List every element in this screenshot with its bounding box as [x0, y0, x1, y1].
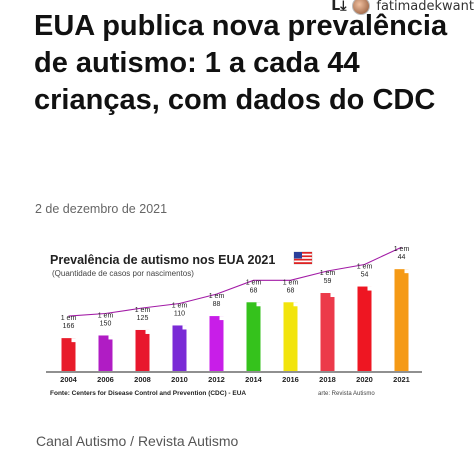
data-label-2014-value: 68 — [250, 287, 258, 294]
bar-2008 — [135, 329, 150, 371]
data-label-2014-prefix: 1 em — [246, 279, 262, 286]
data-label-2006-value: 150 — [100, 320, 112, 327]
bar-notch-2004 — [71, 338, 76, 343]
bar-notch-2018 — [330, 293, 335, 298]
trend-line — [68, 246, 402, 317]
data-label-2016-value: 68 — [287, 287, 295, 294]
bar-2010 — [172, 325, 187, 371]
data-label-2018-prefix: 1 em — [320, 270, 336, 277]
data-label-2008-value: 125 — [137, 315, 149, 322]
us-flag-icon — [293, 251, 313, 265]
data-label-2018-value: 59 — [324, 278, 332, 285]
article-date: 2 de dezembro de 2021 — [35, 202, 168, 216]
bar-notch-2014 — [256, 302, 261, 307]
repost-username[interactable]: fatimadekwant — [376, 0, 474, 14]
data-label-2010-value: 110 — [174, 310, 185, 317]
x-tick-2010: 2010 — [171, 375, 188, 384]
x-tick-2004: 2004 — [60, 375, 78, 384]
bar-2012 — [209, 316, 224, 371]
x-tick-labels-group: 2004 2006 2008 2010 2012 2014 2016 2018 2020 2021 — [60, 375, 410, 384]
bar-2018 — [320, 293, 335, 371]
data-label-2016-prefix: 1 em — [283, 279, 299, 286]
x-tick-2012: 2012 — [208, 375, 225, 384]
bar-2021 — [394, 269, 409, 371]
prevalence-chart: Prevalência de autismo nos EUA 2021 (Qua… — [46, 246, 422, 397]
x-tick-2018: 2018 — [319, 375, 336, 384]
data-label-2004-prefix: 1 em — [61, 315, 77, 322]
bar-notch-2020 — [367, 286, 372, 291]
data-label-2008-prefix: 1 em — [135, 307, 151, 314]
data-label-2020-prefix: 1 em — [357, 264, 373, 271]
chart-credit: arte: Revista Autismo — [318, 391, 375, 397]
data-label-2010-prefix: 1 em — [172, 302, 188, 309]
trend-line-group — [68, 246, 402, 317]
chart-subtitle: (Quantidade de casos por nascimentos) — [52, 269, 194, 278]
repost-header: L⤓ fatimadekwant — [331, 0, 474, 16]
data-label-2006-prefix: 1 em — [98, 312, 114, 319]
bar-2006 — [98, 335, 113, 371]
chart-card: Prevalência de autismo nos EUA 2021 (Qua… — [36, 236, 434, 404]
data-label-2021-value: 44 — [398, 254, 406, 261]
x-tick-2021: 2021 — [393, 375, 410, 384]
bar-notch-2010 — [182, 325, 187, 330]
x-tick-2006: 2006 — [97, 375, 114, 384]
bar-notch-2021 — [404, 269, 409, 274]
article-footer: Canal Autismo / Revista Autismo — [36, 433, 239, 449]
bar-2020 — [357, 286, 372, 371]
bar-notch-2006 — [108, 335, 113, 340]
x-tick-2020: 2020 — [356, 375, 373, 384]
bar-notch-2008 — [145, 329, 150, 334]
data-label-2012-prefix: 1 em — [209, 293, 225, 300]
data-label-2004-value: 166 — [63, 323, 75, 330]
chart-source: Fonte: Centers for Disease Control and P… — [50, 390, 246, 397]
bars-group — [61, 269, 409, 371]
x-tick-2014: 2014 — [245, 375, 263, 384]
article-headline: EUA publica nova prevalência de autismo:… — [34, 10, 448, 116]
x-tick-2008: 2008 — [134, 375, 151, 384]
data-label-2012-value: 88 — [213, 301, 221, 308]
bar-notch-2016 — [293, 302, 298, 307]
x-tick-2016: 2016 — [282, 375, 299, 384]
data-label-2021-prefix: 1 em — [394, 246, 410, 253]
bar-2016 — [283, 302, 298, 371]
data-label-2020-value: 54 — [361, 272, 369, 279]
bar-2004 — [61, 338, 76, 371]
bar-notch-2012 — [219, 316, 224, 321]
repost-icon[interactable]: L⤓ — [331, 0, 347, 14]
chart-title: Prevalência de autismo nos EUA 2021 — [50, 253, 275, 267]
bar-2014 — [246, 302, 261, 371]
